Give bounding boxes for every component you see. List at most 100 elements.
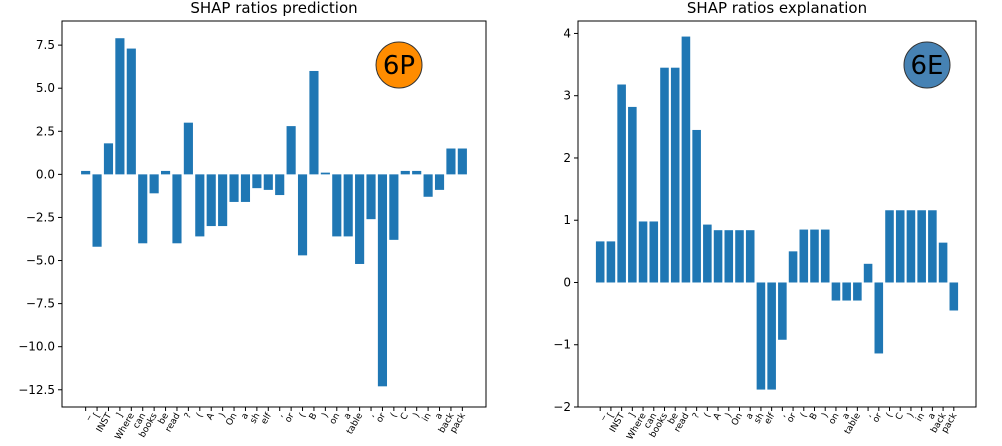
bar xyxy=(831,282,841,301)
bar xyxy=(457,148,467,175)
bar xyxy=(81,170,91,175)
x-tick-label: ( xyxy=(799,412,809,420)
chart-title: SHAP ratios explanation xyxy=(687,0,867,17)
x-tick-label: or xyxy=(283,411,296,424)
x-tick-label: _ xyxy=(80,411,92,421)
bar xyxy=(895,210,905,283)
bar xyxy=(252,174,262,189)
bar xyxy=(660,67,669,283)
y-tick-label: 3 xyxy=(563,89,571,103)
x-tick-label: , xyxy=(275,412,285,419)
bar xyxy=(172,174,182,244)
x-tick-label: or xyxy=(375,411,388,424)
bar xyxy=(286,126,296,175)
y-tick-label: 1 xyxy=(563,213,571,227)
bar xyxy=(670,67,680,283)
bar xyxy=(799,229,809,283)
bar xyxy=(412,170,422,175)
bar xyxy=(842,282,851,301)
x-tick-label: C xyxy=(894,412,906,422)
y-tick-label: −5.0 xyxy=(26,254,55,268)
x-tick-label: ] xyxy=(115,412,125,420)
x-tick-label: ( xyxy=(195,412,205,420)
x-tick-label: a xyxy=(927,412,938,422)
bar xyxy=(595,241,605,283)
x-tick-label: C xyxy=(399,412,411,422)
bar xyxy=(297,174,308,256)
bar xyxy=(788,251,798,283)
y-tick-label: 0.0 xyxy=(36,167,55,181)
bar xyxy=(917,210,926,283)
x-tick-label: _ xyxy=(594,411,606,421)
x-tick-label: a xyxy=(841,412,852,422)
x-tick-label: On xyxy=(225,412,240,428)
chart-title: SHAP ratios prediction xyxy=(190,0,357,17)
x-tick-label: sh xyxy=(753,412,767,426)
bar xyxy=(115,38,125,175)
x-tick-label: ( xyxy=(703,412,713,420)
bar xyxy=(320,172,330,175)
y-tick-label: 2.5 xyxy=(36,124,55,138)
x-tick-label: ? xyxy=(183,411,194,420)
x-tick-label: on xyxy=(827,412,841,427)
bar xyxy=(617,84,626,283)
bar xyxy=(149,174,159,194)
y-tick-label: 5.0 xyxy=(36,81,55,95)
bar xyxy=(366,174,376,220)
bar xyxy=(703,224,712,283)
bar xyxy=(928,210,937,283)
x-tick-label: a xyxy=(434,412,445,422)
x-tick-label: elf xyxy=(763,411,778,426)
x-tick-label: ) xyxy=(820,412,830,420)
bar xyxy=(240,174,251,202)
bar xyxy=(778,282,787,340)
bar xyxy=(745,230,755,283)
bar xyxy=(756,282,766,390)
x-tick-label: a xyxy=(744,412,755,422)
x-tick-label: A xyxy=(712,411,724,422)
x-tick-label: or xyxy=(871,411,884,424)
x-tick-label: in xyxy=(421,412,434,424)
bar xyxy=(400,170,410,175)
bar xyxy=(92,174,102,247)
x-tick-label: ( xyxy=(885,412,895,420)
bar xyxy=(103,143,114,175)
bar xyxy=(309,70,319,175)
x-tick-label: B xyxy=(308,412,320,422)
badge-label: 6P xyxy=(383,51,415,81)
x-tick-label: elf xyxy=(260,411,275,426)
bar xyxy=(126,48,136,175)
x-tick-label: ? xyxy=(691,411,702,420)
x-tick-label: , xyxy=(864,412,874,419)
y-tick-label: 4 xyxy=(563,26,571,40)
x-tick-label: A xyxy=(205,411,217,422)
bar xyxy=(713,230,723,283)
x-tick-label: [ xyxy=(92,412,102,420)
bar xyxy=(820,229,830,283)
x-tick-label: a xyxy=(342,412,353,422)
bar xyxy=(377,174,388,387)
bar xyxy=(275,174,285,196)
bar xyxy=(649,221,659,283)
bar xyxy=(724,230,734,283)
bar xyxy=(949,282,959,311)
x-tick-label: a xyxy=(240,412,251,422)
x-tick-label: ) xyxy=(724,412,734,420)
bar xyxy=(810,229,819,283)
x-tick-label: on xyxy=(328,412,342,427)
x-tick-label: On xyxy=(730,412,745,428)
x-tick-label: ( xyxy=(389,412,399,420)
y-tick-label: 7.5 xyxy=(36,38,55,52)
y-tick-label: −10.0 xyxy=(18,340,55,354)
bar xyxy=(681,36,691,283)
bar xyxy=(434,174,445,190)
x-tick-label: ) xyxy=(321,412,331,420)
bar xyxy=(229,174,239,202)
badge-circle xyxy=(903,41,951,89)
bar xyxy=(218,174,228,227)
bar xyxy=(206,174,216,227)
bar xyxy=(853,282,862,301)
bar xyxy=(138,174,148,244)
y-tick-label: −2 xyxy=(553,400,571,414)
